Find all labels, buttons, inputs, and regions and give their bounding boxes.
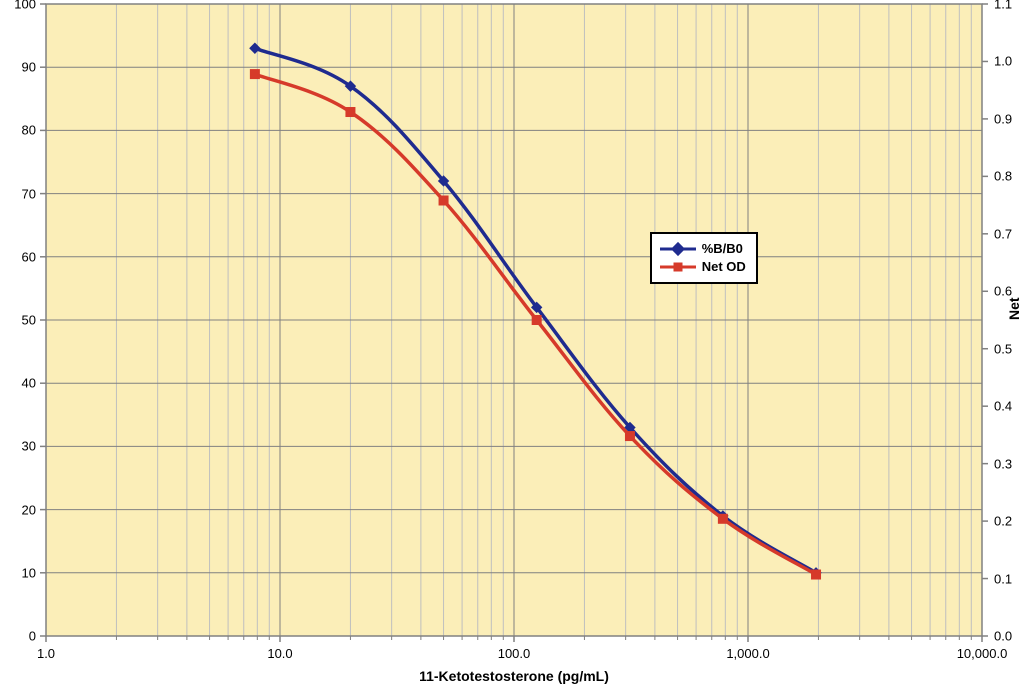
diamond-icon — [671, 241, 685, 255]
y-left-tick-label: 60 — [22, 249, 36, 264]
y-left-tick-label: 80 — [22, 123, 36, 138]
y-right-tick-label: 0.0 — [994, 629, 1012, 644]
y-left-tick-label: 20 — [22, 502, 36, 517]
y-left-tick-label: 0 — [29, 629, 36, 644]
legend-swatch — [660, 260, 696, 274]
y-right-tick-label: 0.9 — [994, 111, 1012, 126]
x-tick-label: 100.0 — [498, 646, 531, 661]
legend-item: Net OD — [660, 258, 746, 276]
legend-swatch — [660, 242, 696, 256]
chart-svg — [0, 0, 1024, 690]
y-right-tick-label: 0.2 — [994, 514, 1012, 529]
x-tick-label: 10,000.0 — [957, 646, 1008, 661]
y-right-tick-label: 1.0 — [994, 54, 1012, 69]
y-left-tick-label: 50 — [22, 313, 36, 328]
y-left-tick-label: 90 — [22, 60, 36, 75]
y-right-tick-label: 0.7 — [994, 226, 1012, 241]
y-right-tick-label: 0.6 — [994, 284, 1012, 299]
square-icon — [673, 262, 682, 271]
legend-label: %B/B0 — [702, 240, 743, 258]
legend-label: Net OD — [702, 258, 746, 276]
legend-item: %B/B0 — [660, 240, 746, 258]
y-left-tick-label: 70 — [22, 186, 36, 201]
y-right-tick-label: 0.4 — [994, 399, 1012, 414]
x-tick-label: 1.0 — [37, 646, 55, 661]
x-tick-label: 1,000.0 — [726, 646, 769, 661]
x-tick-label: 10.0 — [267, 646, 292, 661]
legend: %B/B0Net OD — [650, 232, 758, 284]
y-left-tick-label: 40 — [22, 376, 36, 391]
ketotestosterone-standard-curve-chart: %B/B0Net OD 11-Ketotestosterone (pg/mL) … — [0, 0, 1024, 690]
y-right-tick-label: 0.1 — [994, 571, 1012, 586]
y-left-tick-label: 30 — [22, 439, 36, 454]
y-right-tick-label: 0.8 — [994, 169, 1012, 184]
y-right-tick-label: 0.5 — [994, 341, 1012, 356]
y-left-tick-label: 100 — [14, 0, 36, 12]
y-left-tick-label: 10 — [22, 565, 36, 580]
y-right-tick-label: 1.1 — [994, 0, 1012, 12]
y-right-axis-label: Net OD — [1006, 297, 1024, 320]
x-axis-label: 11-Ketotestosterone (pg/mL) — [419, 668, 609, 684]
y-right-tick-label: 0.3 — [994, 456, 1012, 471]
